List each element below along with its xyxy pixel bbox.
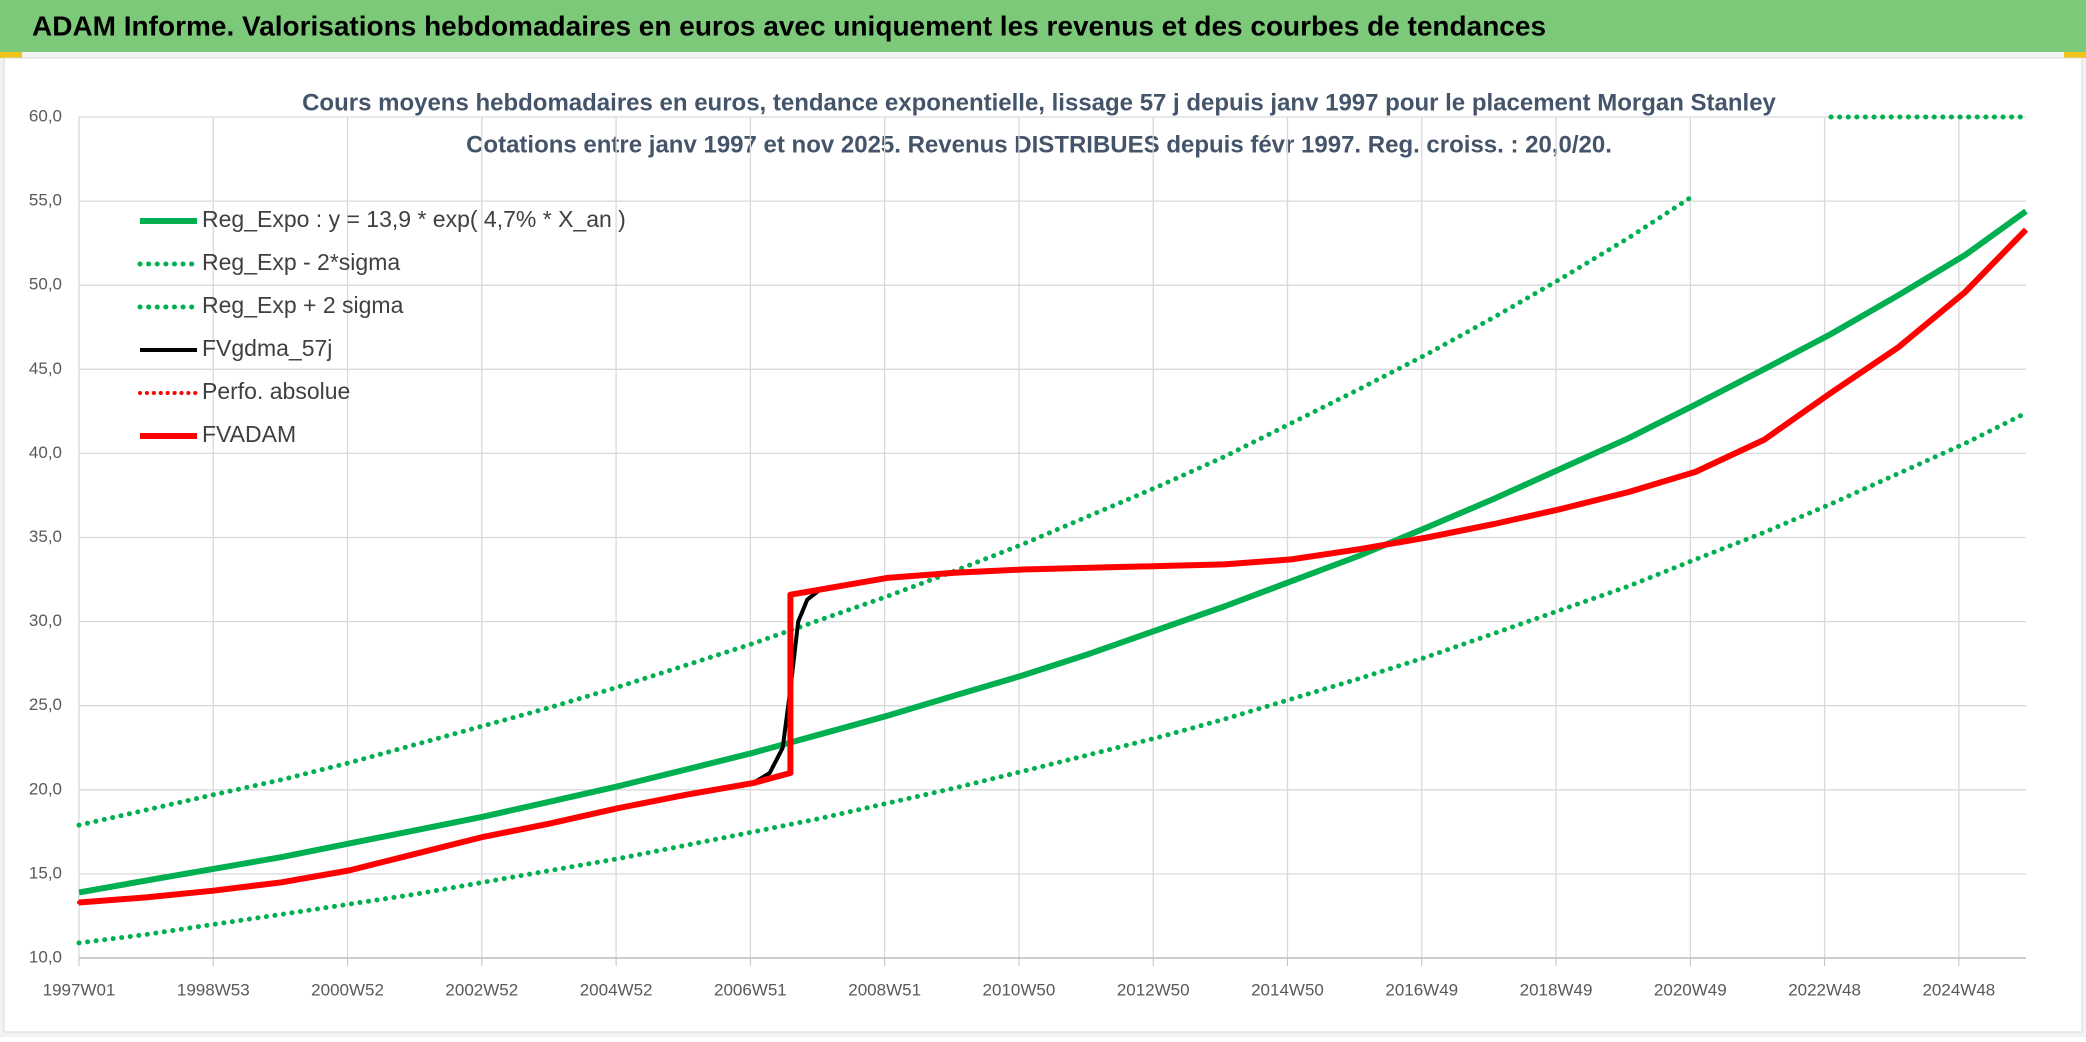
series-line <box>76 410 2029 946</box>
y-tick-label: 45,0 <box>29 359 62 378</box>
y-tick-label: 10,0 <box>29 947 62 966</box>
y-tick-label: 60,0 <box>29 106 62 125</box>
x-tick-label: 2006W51 <box>714 980 787 999</box>
page-title: ADAM Informe. Valorisations hebdomadaire… <box>32 10 1546 41</box>
series-line <box>76 114 2029 828</box>
x-tick-label: 2016W49 <box>1385 980 1458 999</box>
chart-subtitle: Cotations entre janv 1997 et nov 2025. R… <box>466 131 1612 158</box>
x-tick-label: 2010W50 <box>983 980 1056 999</box>
x-tick-label: 2000W52 <box>311 980 384 999</box>
x-tick-label: 2014W50 <box>1251 980 1324 999</box>
y-tick-label: 50,0 <box>29 275 62 294</box>
legend-label: Perfo. absolue <box>202 378 350 404</box>
x-tick-label: 2008W51 <box>848 980 921 999</box>
y-tick-label: 25,0 <box>29 695 62 714</box>
legend-label: FVADAM <box>202 421 296 447</box>
y-tick-label: 20,0 <box>29 779 62 798</box>
x-tick-label: 2012W50 <box>1117 980 1190 999</box>
chart-area <box>3 57 2083 1033</box>
corner <box>0 52 22 58</box>
corner <box>2064 52 2086 58</box>
x-tick-label: 2024W48 <box>1922 980 1995 999</box>
x-tick-label: 2018W49 <box>1520 980 1593 999</box>
x-tick-label: 2004W52 <box>580 980 653 999</box>
x-tick-label: 2022W48 <box>1788 980 1861 999</box>
legend-label: Reg_Exp - 2*sigma <box>202 249 400 275</box>
legend-label: Reg_Exp + 2 sigma <box>202 292 404 318</box>
header-bar <box>0 0 2086 52</box>
y-tick-label: 35,0 <box>29 527 62 546</box>
series-line <box>78 208 2028 896</box>
legend-label: Reg_Expo : y = 13,9 * exp( 4,7% * X_an ) <box>202 206 626 232</box>
chart-title: Cours moyens hebdomadaires en euros, ten… <box>302 89 1776 116</box>
y-tick-label: 30,0 <box>29 611 62 630</box>
y-tick-label: 55,0 <box>29 191 62 210</box>
x-tick-label: 2002W52 <box>445 980 518 999</box>
legend-label: FVgdma_57j <box>202 335 332 361</box>
series-line <box>78 227 2029 906</box>
y-tick-label: 15,0 <box>29 863 62 882</box>
x-tick-label: 1997W01 <box>43 980 116 999</box>
x-tick-label: 1998W53 <box>177 980 250 999</box>
x-tick-label: 2020W49 <box>1654 980 1727 999</box>
y-tick-label: 40,0 <box>29 443 62 462</box>
